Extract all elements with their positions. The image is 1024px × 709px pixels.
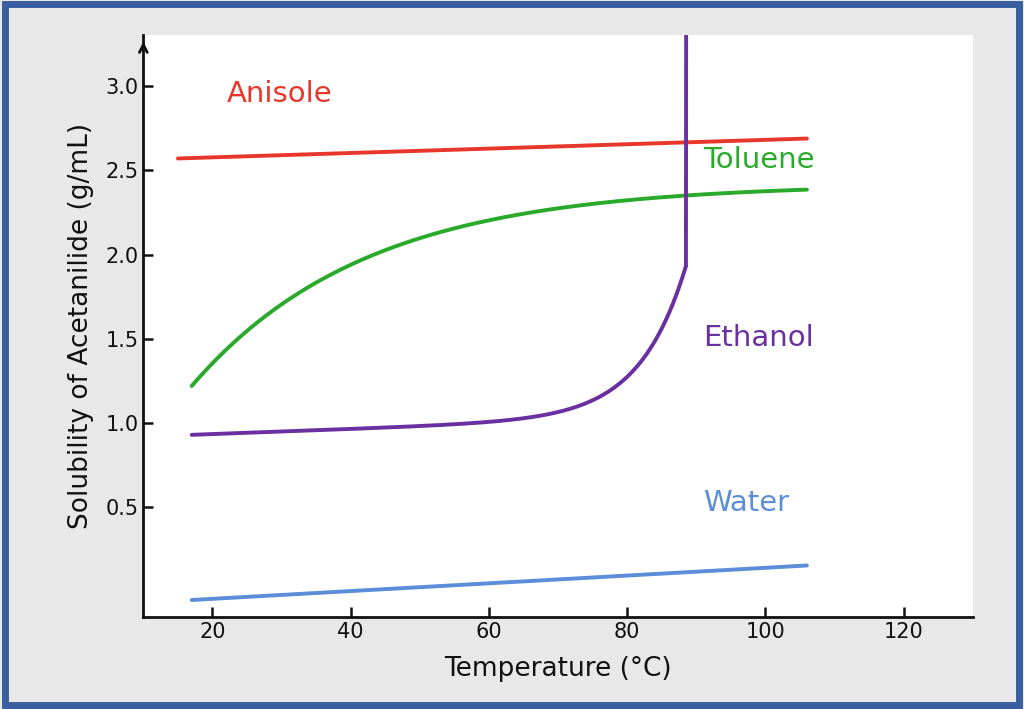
Y-axis label: Solubility of Acetanilide (g/mL): Solubility of Acetanilide (g/mL) [69,123,94,529]
X-axis label: Temperature (°C): Temperature (°C) [444,656,672,681]
Text: Water: Water [703,489,790,518]
Text: Ethanol: Ethanol [703,324,814,352]
Text: Anisole: Anisole [226,80,332,108]
Text: Toluene: Toluene [703,145,815,174]
